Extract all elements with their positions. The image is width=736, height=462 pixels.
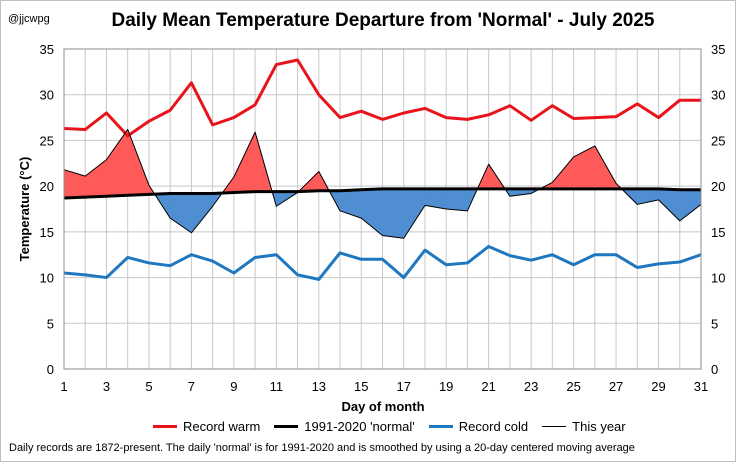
y-tick-label-right: 35 (711, 42, 725, 57)
y-axis-label: Temperature (°C) (17, 157, 32, 262)
x-tick-label: 9 (230, 379, 237, 394)
warm-departure-area (552, 156, 574, 190)
x-tick-label: 31 (694, 379, 708, 394)
y-tick-label-left: 5 (47, 316, 54, 331)
legend-label-record-cold: Record cold (458, 419, 529, 434)
author-handle: @jjcwpg (8, 13, 50, 25)
cold-departure-area (658, 188, 681, 222)
warm-departure-area (233, 132, 256, 193)
legend-label-record-warm: Record warm (183, 419, 261, 434)
y-tick-label-left: 35 (40, 42, 54, 57)
x-tick-label: 7 (188, 379, 195, 394)
legend-item-normal: 1991-2020 'normal' (274, 419, 415, 434)
y-tick-label-right: 15 (711, 225, 725, 240)
legend-item-record-cold: Record cold (428, 419, 529, 434)
chart-title: Daily Mean Temperature Departure from 'N… (111, 10, 655, 31)
y-tick-label-right: 30 (711, 88, 725, 103)
legend-swatch-normal (274, 425, 299, 428)
y-tick-label-left: 25 (40, 133, 54, 148)
legend: Record warm 1991-2020 'normal' Record co… (153, 419, 640, 434)
legend-swatch-record-cold (428, 425, 453, 428)
x-axis-label: Day of month (341, 399, 424, 414)
x-tick-label: 23 (524, 379, 538, 394)
warm-departure-area (573, 145, 596, 190)
cold-departure-area (191, 193, 213, 234)
x-tick-label: 3 (103, 379, 110, 394)
y-tick-label-right: 20 (711, 179, 725, 194)
x-tick-label: 15 (354, 379, 368, 394)
x-tick-label: 5 (145, 379, 152, 394)
legend-swatch-record-warm (153, 425, 177, 428)
legend-label-this-year: This year (572, 419, 626, 434)
x-tick-label: 19 (439, 379, 453, 394)
y-tick-label-left: 0 (47, 362, 54, 377)
series-line-record-warm (63, 58, 701, 138)
x-tick-label: 27 (609, 379, 623, 394)
x-tick-label: 21 (481, 379, 495, 394)
legend-swatch-this-year (542, 426, 567, 427)
series-line-this-year (63, 128, 702, 239)
legend-item-record-warm: Record warm (153, 419, 260, 434)
y-tick-label-left: 20 (40, 179, 54, 194)
y-tick-label-left: 30 (40, 88, 54, 103)
x-tick-label: 13 (312, 379, 326, 394)
x-tick-label: 25 (566, 379, 580, 394)
legend-label-normal: 1991-2020 'normal' (304, 419, 415, 434)
cold-departure-area (445, 188, 468, 212)
y-tick-label-left: 10 (40, 271, 54, 286)
x-tick-label: 29 (651, 379, 665, 394)
cold-departure-area (361, 188, 383, 237)
y-tick-label-right: 5 (711, 316, 718, 331)
series-line-normal (63, 187, 701, 200)
series-lines (63, 58, 702, 281)
footnote: Daily records are 1872-present. The dail… (9, 442, 635, 454)
x-tick-label: 17 (396, 379, 410, 394)
warm-departure-area (63, 169, 86, 199)
x-tick-label: 11 (270, 379, 284, 394)
y-tick-label-right: 0 (711, 362, 718, 377)
cold-departure-area (339, 189, 362, 219)
legend-item-this-year: This year (542, 419, 626, 434)
cold-departure-area (403, 188, 426, 240)
cold-departure-area (382, 188, 404, 239)
warm-departure-area (127, 129, 150, 196)
cold-departure-area (169, 193, 192, 234)
series-line-record-cold (63, 244, 702, 281)
warm-departure-area (84, 159, 107, 198)
plot-area-border (63, 48, 702, 370)
x-tick-label: 1 (60, 379, 67, 394)
y-tick-label-right: 10 (711, 271, 725, 286)
cold-departure-area (679, 189, 702, 222)
y-tick-label-right: 25 (711, 133, 725, 148)
y-tick-label-left: 15 (40, 225, 54, 240)
warm-departure-area (106, 128, 128, 197)
